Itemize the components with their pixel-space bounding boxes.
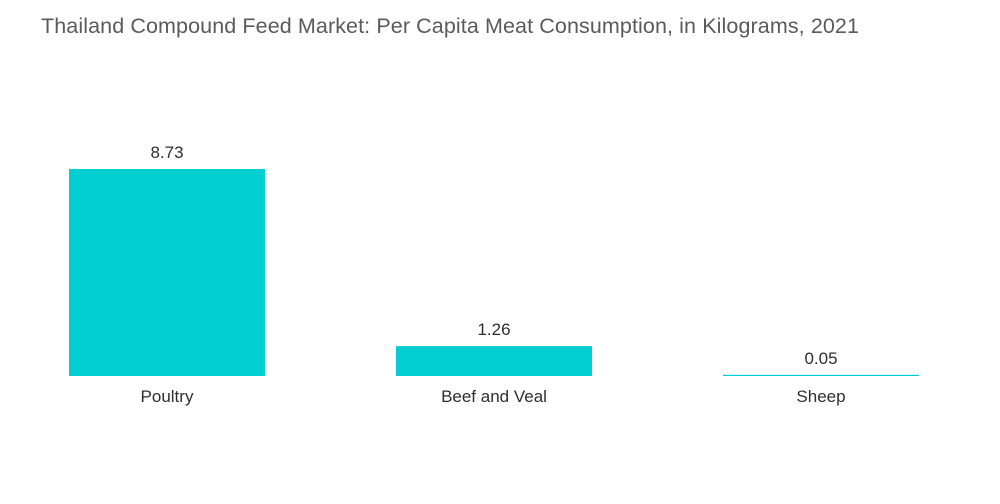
bar-sheep	[723, 374, 919, 376]
value-label-poultry: 8.73	[150, 143, 183, 162]
chart-title: Thailand Compound Feed Market: Per Capit…	[41, 14, 860, 38]
value-label-sheep: 0.05	[804, 349, 837, 368]
category-label-beef-and-veal: Beef and Veal	[441, 387, 547, 406]
bar-poultry	[69, 169, 265, 376]
bar-beef-and-veal	[396, 346, 592, 376]
category-label-sheep: Sheep	[796, 387, 845, 406]
category-label-poultry: Poultry	[141, 387, 194, 406]
value-label-beef-and-veal: 1.26	[477, 320, 510, 339]
bars-layer: 8.73 Poultry 1.26 Beef and Veal 0.05 Sheep	[69, 143, 919, 406]
